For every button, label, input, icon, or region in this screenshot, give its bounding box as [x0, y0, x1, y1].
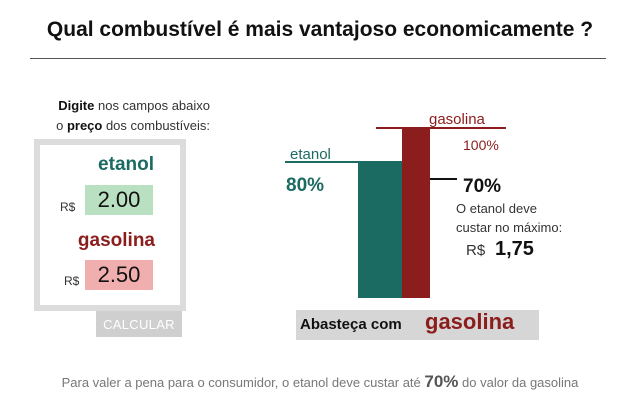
threshold-currency: R$	[466, 242, 486, 259]
title-divider	[30, 58, 606, 59]
threshold-price: 1,75	[495, 238, 534, 260]
instructions: Digite nos campos abaixo o preço dos com…	[30, 96, 210, 136]
ethanol-currency: R$	[60, 200, 76, 214]
result-banner	[296, 310, 539, 340]
instr-line2-rest: dos combustíveis:	[102, 118, 210, 133]
calculate-button[interactable]: CALCULAR	[96, 311, 182, 337]
ethanol-price-input[interactable]	[85, 185, 153, 215]
bar-ethanol	[358, 162, 402, 298]
instr-line1-rest: nos campos abaixo	[94, 98, 210, 113]
ethanol-label: etanol	[98, 154, 154, 175]
gasoline-currency: R$	[64, 274, 80, 288]
gasoline-label: gasolina	[77, 230, 155, 251]
footer-note: Para valer a pena para o consumidor, o e…	[0, 372, 640, 392]
result-fuel: gasolina	[425, 309, 515, 334]
footer-post: do valor da gasolina	[458, 375, 579, 390]
chart-pct-threshold: 70%	[463, 176, 501, 197]
footer-bold: 70%	[424, 372, 459, 391]
comparison-chart: etanol 80% gasolina 100% 70% O etanol de…	[285, 111, 562, 298]
instr-line2-pre: o	[56, 118, 67, 133]
chart-label-gasoline: gasolina	[429, 111, 486, 128]
page-title: Qual combustível é mais vantajoso econom…	[46, 18, 594, 41]
chart-pct-gasoline: 100%	[463, 137, 499, 153]
chart-label-ethanol: etanol	[290, 146, 331, 163]
instr-bold-digite: Digite	[58, 98, 95, 113]
chart-pct-ethanol: 80%	[286, 175, 324, 196]
bar-gasoline	[402, 128, 430, 298]
footer-pre: Para valer a pena para o consumidor, o e…	[61, 375, 425, 390]
gasoline-price-input[interactable]	[85, 260, 153, 290]
result-prefix: Abasteça com	[300, 316, 402, 333]
instr-bold-preco: preço	[66, 118, 103, 133]
threshold-text-line1: O etanol deve	[456, 201, 537, 216]
threshold-text-line2: custar no máximo:	[456, 220, 562, 235]
